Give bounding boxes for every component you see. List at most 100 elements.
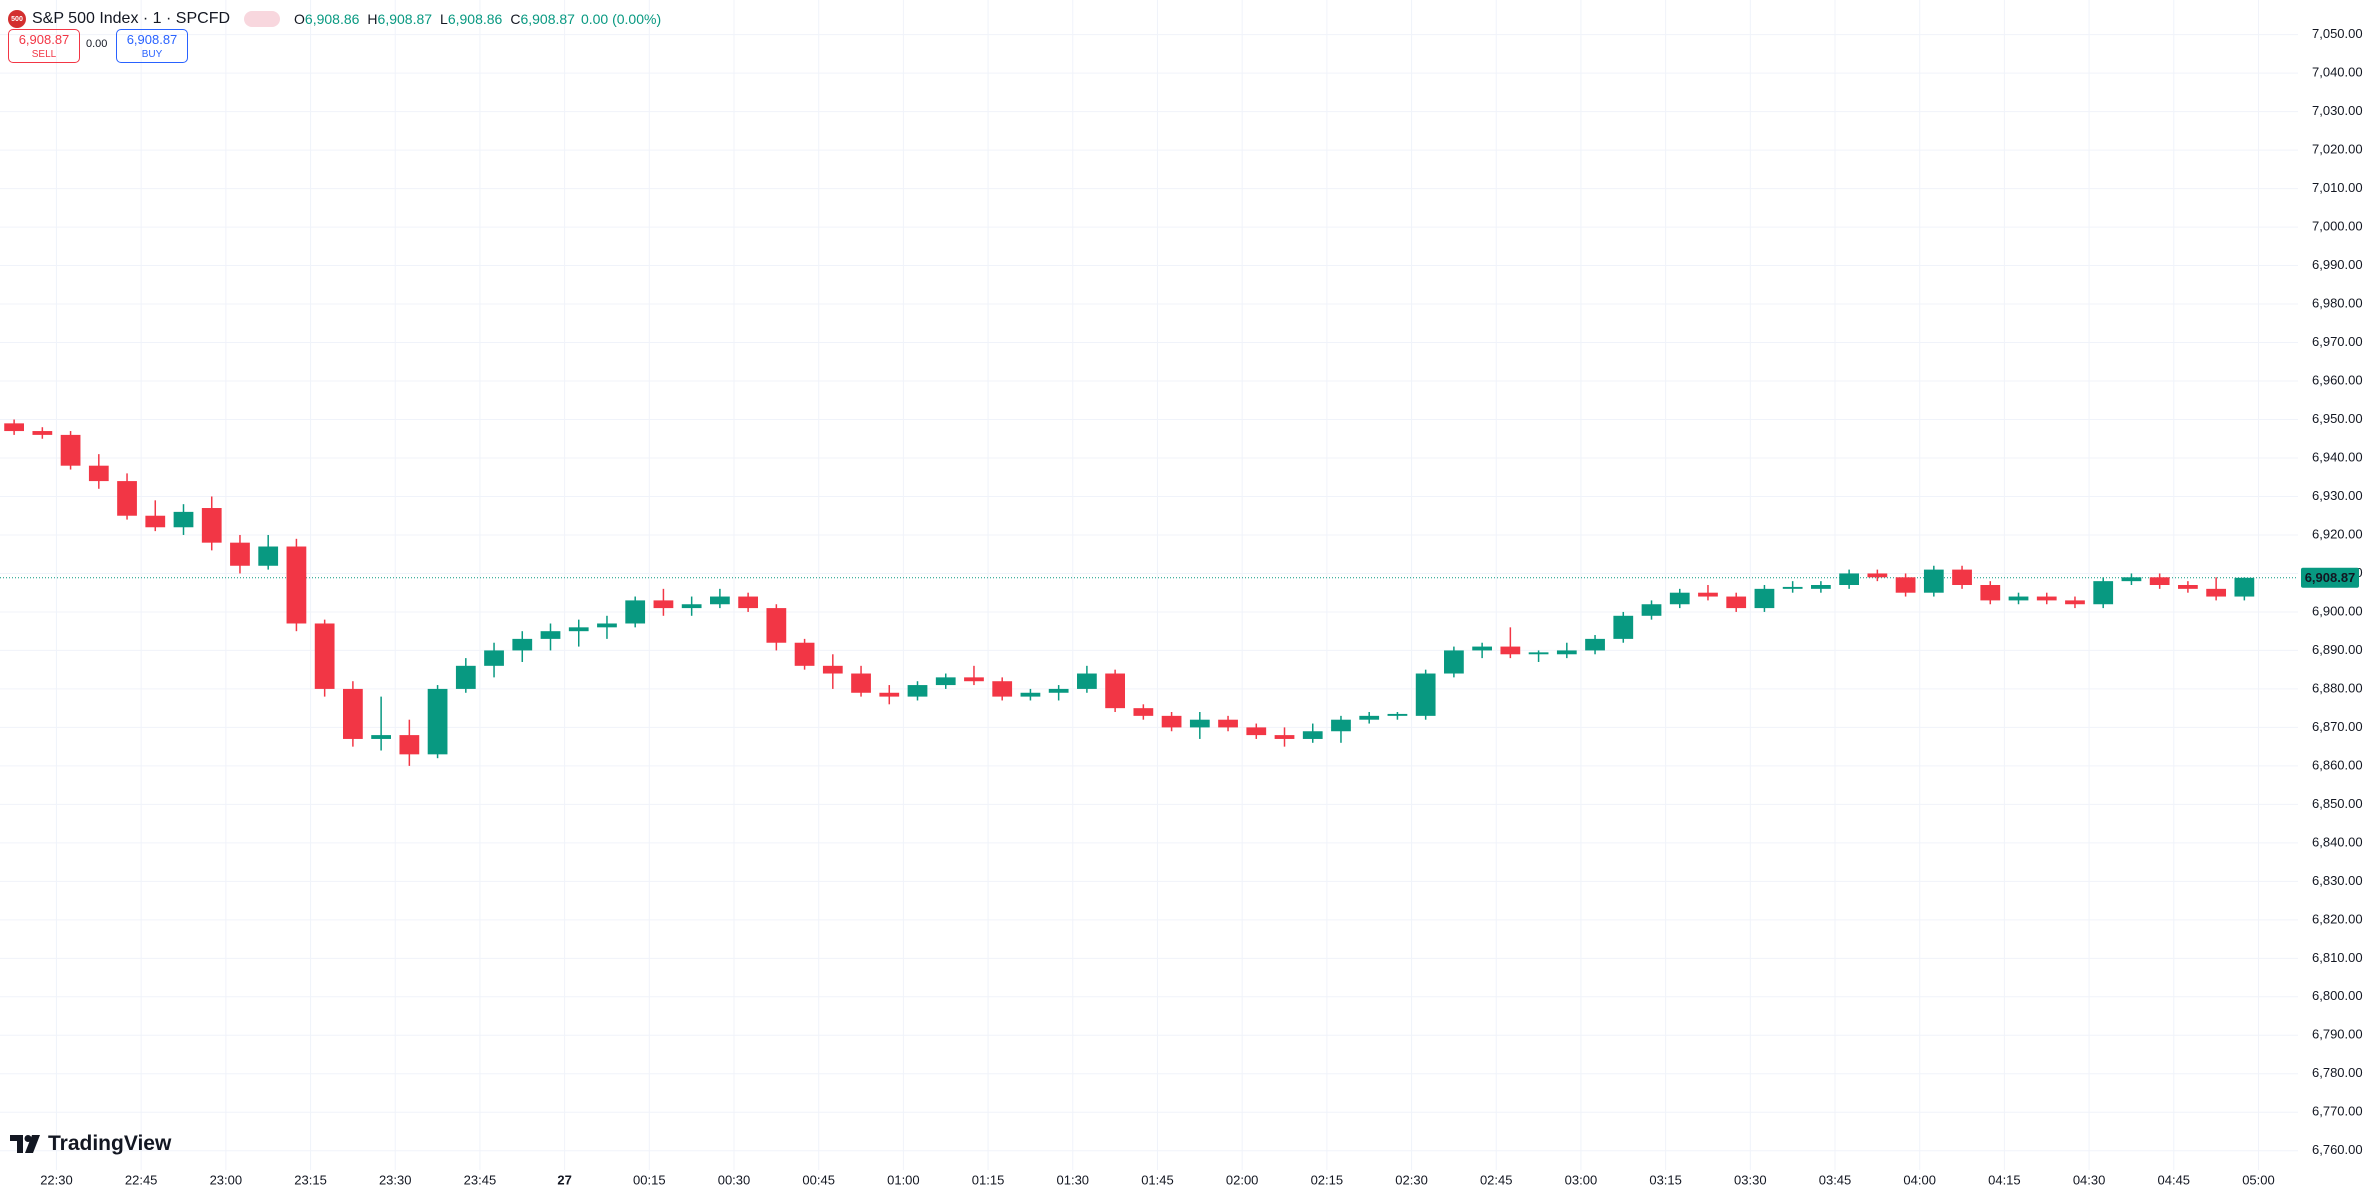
y-tick-label: 6,860.00 [2312,757,2363,772]
candle-body [1980,585,2001,601]
ohlc-value: 6,908.87 [377,11,433,27]
y-tick-label: 6,940.00 [2312,449,2363,464]
candle-body [1472,646,1493,651]
last-price-label: 6,908.87 [2305,570,2356,585]
candles [4,419,2255,766]
candle-body [1077,673,1097,689]
candle-body [1331,719,1351,732]
candle-body [794,642,815,666]
candle-body [1641,604,1662,616]
candle-body [1020,692,1041,697]
y-tick-label: 6,770.00 [2312,1104,2363,1119]
candle-body [681,604,702,609]
candle-body [1500,646,1521,655]
candle-body [879,692,900,697]
last-price-tag [2301,567,2359,588]
x-tick-label: 04:00 [1903,1172,1936,1187]
candle-body [1274,735,1295,739]
candle-body [286,546,307,624]
candle-body [1839,573,1860,585]
ohlc-value: 6,908.87 [520,11,575,27]
y-tick-label: 6,920.00 [2312,526,2363,541]
logo[interactable]: TradingView [10,1132,171,1156]
toggle-pill[interactable] [244,11,281,27]
logo-text: TradingView [48,1132,172,1155]
candle-body [992,681,1013,697]
y-tick-label: 6,890.00 [2312,642,2363,657]
candle-body [2206,588,2227,597]
candle-body [935,677,956,686]
x-tick-label: 02:30 [1395,1172,1428,1187]
y-tick-label: 7,020.00 [2312,142,2363,157]
candle-body [1302,731,1323,739]
x-tick-label: 22:30 [40,1172,73,1187]
candle-body [230,542,250,566]
ohlc-value: 6,908.86 [304,11,360,27]
candle-body [907,685,928,697]
sell-button[interactable]: 6,908.87 SELL [8,29,80,63]
ohlc-values: O6,908.86 H6,908.87 L6,908.86 C6,908.87 [294,11,575,27]
buy-label: BUY [141,49,163,60]
x-tick-label: 03:15 [1649,1172,1682,1187]
x-tick-label: 23:00 [210,1172,243,1187]
candle-body [653,600,674,609]
ohlc-item: L6,908.86 [440,11,502,27]
candle-body [1528,652,1549,655]
y-tick-label: 7,010.00 [2312,180,2363,195]
y-tick-label: 6,810.00 [2312,950,2363,965]
grid [0,0,2298,1170]
candle-body [2149,577,2170,585]
candle-body [738,596,759,609]
x-tick-label: 04:45 [2158,1172,2191,1187]
candle-body [2008,596,2029,601]
candle-body [1923,569,1944,593]
candle-body [822,665,843,674]
x-tick-label: 04:15 [1988,1172,2021,1187]
candle-body [1189,719,1210,728]
candle-body [117,481,137,516]
candle-body [1133,708,1154,716]
candle-body [1669,592,1690,605]
x-tick-label: 23:15 [294,1172,327,1187]
y-tick-label: 7,000.00 [2312,219,2363,234]
candle-body [2121,577,2142,582]
ohlc-item: H6,908.87 [367,11,432,27]
candle-body [145,515,166,528]
candle-body [201,508,222,543]
candle-body [1105,673,1126,709]
candle-body [851,673,871,693]
ohlc-key: C [510,11,521,27]
ohlc-item: O6,908.86 [294,11,359,27]
candle-body [60,434,81,466]
candle-body [1726,596,1747,609]
symbol-title[interactable]: S&P 500 Index · 1 · SPCFD [32,10,231,27]
x-tick-label: 02:15 [1311,1172,1344,1187]
candle-body [1556,650,1577,655]
buy-button[interactable]: 6,908.87 BUY [116,29,188,63]
x-tick-label: 05:00 [2242,1172,2275,1187]
y-tick-label: 6,880.00 [2312,680,2363,695]
x-tick-label: 23:45 [464,1172,497,1187]
candle-body [1359,715,1380,720]
candle-body [540,631,561,639]
candle-body [1754,588,1775,609]
candle-body [427,688,448,755]
buy-price: 6,908.87 [126,32,178,47]
candle-body [1048,688,1069,693]
spread: 0.00 [86,38,108,50]
candle-body [512,638,533,651]
candle-body [1585,638,1605,651]
candle-body [1161,715,1182,728]
x-tick-label: 03:00 [1565,1172,1598,1187]
candle-body [4,423,24,432]
ohlc-key: O [294,11,305,27]
x-tick-label: 00:30 [718,1172,751,1187]
candle-body [314,623,335,689]
x-tick-label: 03:30 [1734,1172,1767,1187]
candle-body [1218,719,1238,728]
candle-body [1387,713,1408,716]
x-tick-label: 00:15 [633,1172,666,1187]
ohlc-key: L [440,11,448,27]
candle-body [1895,577,1916,593]
